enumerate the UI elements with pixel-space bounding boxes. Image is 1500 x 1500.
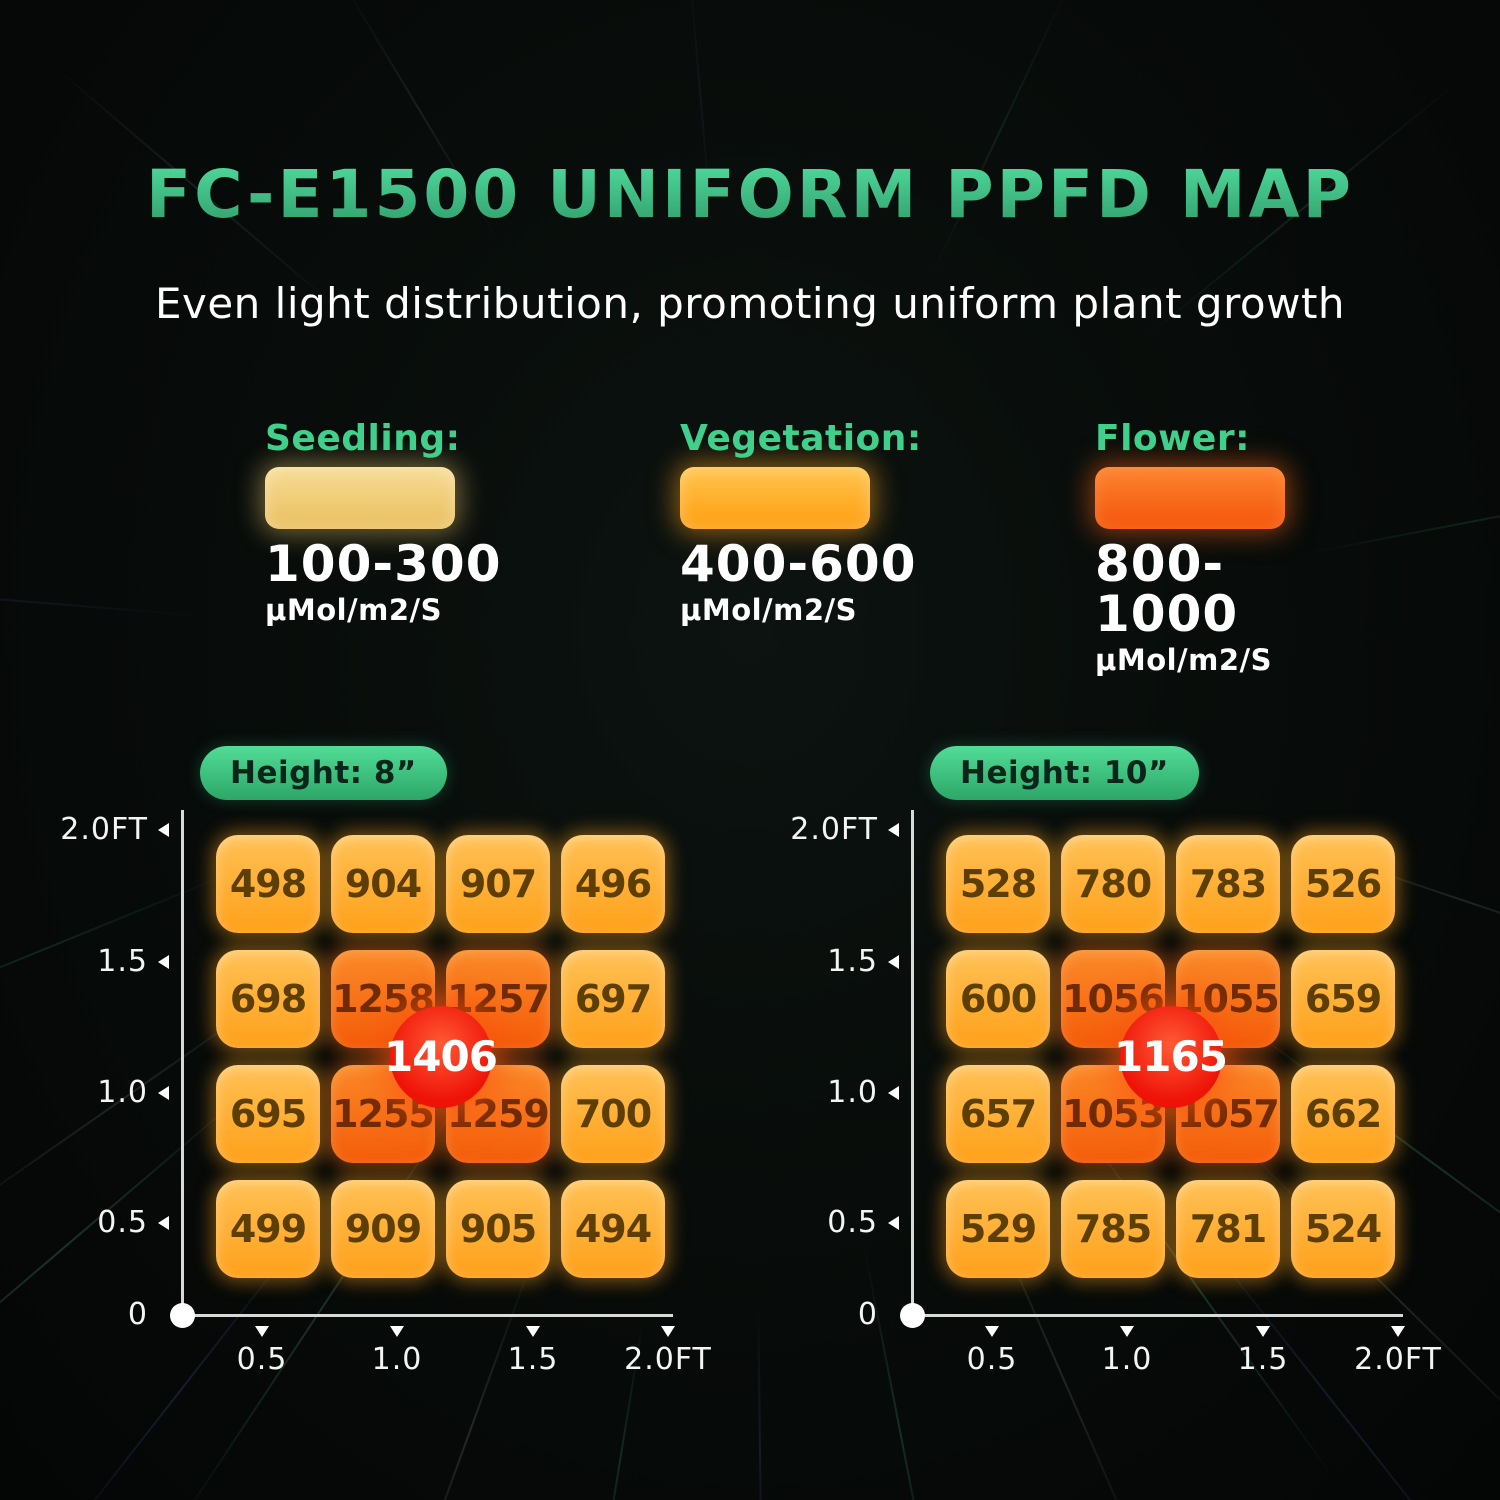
page-title: FC-E1500 UNIFORM PPFD MAP — [0, 156, 1500, 233]
y-axis-tick-marker — [158, 955, 169, 969]
x-axis-tick-label: 1.0 — [1101, 1342, 1153, 1377]
ppfd-cell: 524 — [1291, 1180, 1395, 1278]
ppfd-cell: 783 — [1176, 835, 1280, 933]
ppfd-chart-height-10in: Height: 10” 2.0FT 1.5 1.0 0.5 0 0.5 1.0 1.5 2.0F… — [790, 740, 1490, 1440]
x-axis-line — [911, 1314, 1403, 1317]
y-axis-tick-label: 1.5 — [97, 944, 148, 979]
origin-tick-label: 0 — [127, 1297, 148, 1332]
y-axis-tick-label: 2.0FT — [790, 812, 878, 847]
ppfd-cell: 700 — [561, 1065, 665, 1163]
ppfd-cell: 528 — [946, 835, 1050, 933]
y-axis-tick-marker — [158, 823, 169, 837]
legend-unit-seedling: μMol/m2/S — [265, 593, 443, 627]
legend-unit-vegetation: μMol/m2/S — [680, 593, 858, 627]
ppfd-cell: 529 — [946, 1180, 1050, 1278]
y-axis-tick-label: 1.0 — [97, 1075, 148, 1110]
ppfd-cell: 498 — [216, 835, 320, 933]
ppfd-cell: 909 — [331, 1180, 435, 1278]
vegetation-color-swatch — [680, 467, 870, 529]
y-axis-tick-marker — [888, 1086, 899, 1100]
y-axis-line — [181, 810, 184, 1316]
height-badge-10in: Height: 10” — [930, 746, 1199, 800]
x-axis-tick-label: 1.0 — [371, 1342, 423, 1377]
legend-item-seedling: Seedling: 100-300 μMol/m2/S — [265, 418, 525, 627]
ppfd-cell: 780 — [1061, 835, 1165, 933]
ppfd-chart-height-8in: Height: 8” 2.0FT 1.5 1.0 0.5 0 0.5 1.0 1.5 2.0FT… — [60, 740, 760, 1440]
legend-label-vegetation: Vegetation: — [680, 418, 922, 459]
y-axis-tick-label: 1.5 — [827, 944, 878, 979]
ppfd-cell: 526 — [1291, 835, 1395, 933]
x-axis-tick-marker — [526, 1326, 540, 1337]
ppfd-cell: 494 — [561, 1180, 665, 1278]
origin-dot — [900, 1303, 925, 1328]
y-axis-line — [911, 810, 914, 1316]
ppfd-cell: 781 — [1176, 1180, 1280, 1278]
legend-item-flower: Flower: 800-1000 μMol/m2/S — [1095, 418, 1355, 677]
x-axis-line — [181, 1314, 673, 1317]
legend-range-seedling: 100-300 — [265, 535, 502, 593]
ppfd-cell: 1057 — [1176, 1065, 1280, 1163]
ppfd-cell: 499 — [216, 1180, 320, 1278]
ppfd-cell: 659 — [1291, 950, 1395, 1048]
x-axis-tick-marker — [1391, 1326, 1405, 1337]
x-axis-tick-marker — [661, 1326, 675, 1337]
height-badge-8in: Height: 8” — [200, 746, 447, 800]
ppfd-cell: 905 — [446, 1180, 550, 1278]
x-axis-tick-marker — [1256, 1326, 1270, 1337]
flower-color-swatch — [1095, 467, 1285, 529]
legend-item-vegetation: Vegetation: 400-600 μMol/m2/S — [680, 418, 940, 627]
origin-dot — [170, 1303, 195, 1328]
ppfd-cell: 785 — [1061, 1180, 1165, 1278]
y-axis-tick-marker — [888, 823, 899, 837]
legend-range-flower: 800-1000 — [1095, 535, 1239, 643]
ppfd-cell: 698 — [216, 950, 320, 1048]
y-axis-tick-label: 1.0 — [827, 1075, 878, 1110]
seedling-color-swatch — [265, 467, 455, 529]
page-subtitle: Even light distribution, promoting unifo… — [154, 279, 1346, 328]
x-axis-tick-marker — [1120, 1326, 1134, 1337]
origin-tick-label: 0 — [857, 1297, 878, 1332]
y-axis-tick-label: 0.5 — [97, 1205, 148, 1240]
ppfd-cell: 657 — [946, 1065, 1050, 1163]
ppfd-cell: 697 — [561, 950, 665, 1048]
ppfd-cell: 907 — [446, 835, 550, 933]
y-axis-tick-label: 0.5 — [827, 1205, 878, 1240]
legend-label-flower: Flower: — [1095, 418, 1250, 459]
legend-label-seedling: Seedling: — [265, 418, 461, 459]
legend-unit-flower: μMol/m2/S — [1095, 643, 1273, 677]
legend-range-vegetation: 400-600 — [680, 535, 917, 593]
y-axis-tick-marker — [888, 1216, 899, 1230]
x-axis-tick-marker — [255, 1326, 269, 1337]
y-axis-tick-marker — [158, 1216, 169, 1230]
x-axis-tick-label: 1.5 — [1237, 1342, 1289, 1377]
ppfd-cell: 496 — [561, 835, 665, 933]
ppfd-cell: 662 — [1291, 1065, 1395, 1163]
peak-value-badge: 1406 — [384, 1005, 498, 1108]
y-axis-tick-marker — [158, 1086, 169, 1100]
background-streak — [928, 0, 1072, 281]
peak-value-badge: 1165 — [1114, 1005, 1228, 1108]
background-streak — [0, 584, 210, 618]
ppfd-cell: 695 — [216, 1065, 320, 1163]
x-axis-tick-label: 1.5 — [507, 1342, 559, 1377]
x-axis-tick-marker — [390, 1326, 404, 1337]
x-axis-tick-marker — [985, 1326, 999, 1337]
ppfd-cell: 600 — [946, 950, 1050, 1048]
y-axis-tick-label: 2.0FT — [60, 812, 148, 847]
y-axis-tick-marker — [888, 955, 899, 969]
ppfd-cell: 904 — [331, 835, 435, 933]
x-axis-tick-label: 2.0FT — [624, 1342, 712, 1377]
x-axis-tick-label: 0.5 — [966, 1342, 1018, 1377]
x-axis-tick-label: 0.5 — [236, 1342, 288, 1377]
x-axis-tick-label: 2.0FT — [1354, 1342, 1442, 1377]
